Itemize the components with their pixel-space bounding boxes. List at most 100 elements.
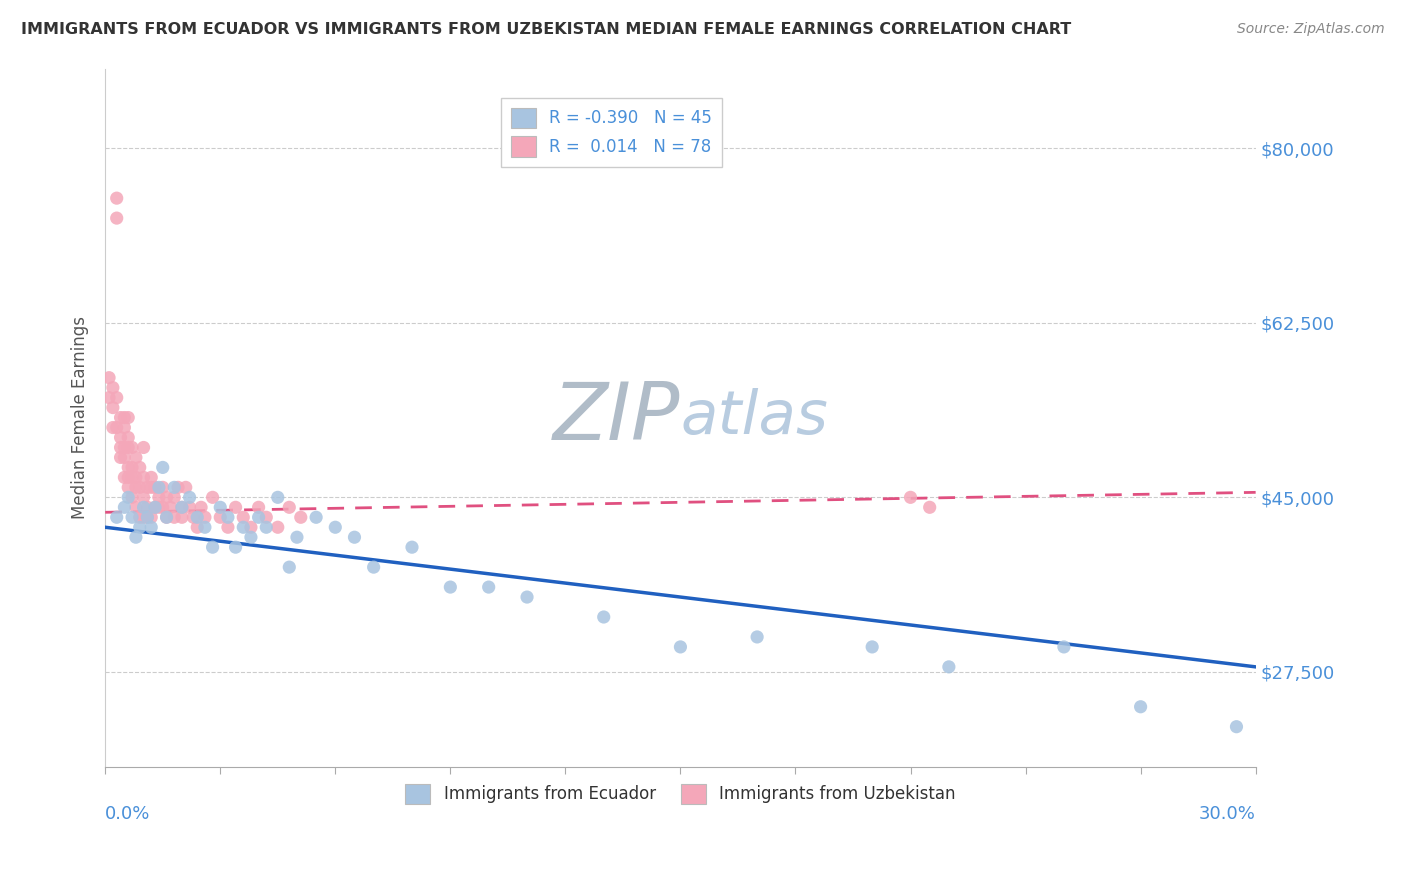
Point xyxy=(112,470,135,484)
Point xyxy=(179,491,201,505)
Point xyxy=(159,500,181,515)
Point xyxy=(478,580,501,594)
Point xyxy=(112,441,135,455)
Point xyxy=(110,450,132,465)
Point xyxy=(105,211,128,226)
Point xyxy=(170,500,193,515)
Point xyxy=(101,401,124,415)
Point xyxy=(117,430,139,444)
Point xyxy=(132,510,155,524)
Point xyxy=(110,441,132,455)
Point xyxy=(290,510,312,524)
Text: 30.0%: 30.0% xyxy=(1199,805,1256,823)
Point xyxy=(201,540,224,554)
Point xyxy=(170,500,193,515)
Point xyxy=(121,491,143,505)
Point xyxy=(194,520,217,534)
Point xyxy=(439,580,461,594)
Point xyxy=(132,491,155,505)
Point xyxy=(125,530,148,544)
Point xyxy=(267,520,290,534)
Point xyxy=(125,480,148,494)
Point xyxy=(209,500,232,515)
Point xyxy=(105,510,128,524)
Point xyxy=(232,510,254,524)
Point xyxy=(112,420,135,434)
Legend: Immigrants from Ecuador, Immigrants from Uzbekistan: Immigrants from Ecuador, Immigrants from… xyxy=(399,777,962,811)
Point xyxy=(247,500,270,515)
Point xyxy=(267,491,290,505)
Point xyxy=(239,520,262,534)
Point xyxy=(209,510,232,524)
Point xyxy=(254,510,277,524)
Point xyxy=(1225,720,1247,734)
Point xyxy=(141,470,163,484)
Point xyxy=(225,540,247,554)
Point xyxy=(128,480,150,494)
Point xyxy=(305,510,328,524)
Text: 0.0%: 0.0% xyxy=(105,805,150,823)
Point xyxy=(105,191,128,205)
Point xyxy=(125,500,148,515)
Point xyxy=(745,630,768,644)
Point xyxy=(918,500,941,515)
Text: Source: ZipAtlas.com: Source: ZipAtlas.com xyxy=(1237,22,1385,37)
Point xyxy=(98,391,121,405)
Point xyxy=(278,560,301,574)
Point xyxy=(900,491,922,505)
Point xyxy=(136,510,159,524)
Point xyxy=(121,510,143,524)
Point xyxy=(278,500,301,515)
Point xyxy=(163,491,186,505)
Point xyxy=(141,480,163,494)
Point xyxy=(110,410,132,425)
Point xyxy=(101,420,124,434)
Point xyxy=(285,530,308,544)
Point xyxy=(401,540,423,554)
Point xyxy=(128,510,150,524)
Point xyxy=(121,460,143,475)
Point xyxy=(121,470,143,484)
Point xyxy=(105,391,128,405)
Y-axis label: Median Female Earnings: Median Female Earnings xyxy=(72,316,89,519)
Point xyxy=(201,491,224,505)
Point xyxy=(254,520,277,534)
Point xyxy=(143,480,166,494)
Point xyxy=(1053,640,1076,654)
Point xyxy=(155,510,177,524)
Point xyxy=(117,491,139,505)
Point xyxy=(860,640,883,654)
Point xyxy=(247,510,270,524)
Point xyxy=(217,520,239,534)
Point xyxy=(98,370,121,384)
Point xyxy=(343,530,366,544)
Point xyxy=(152,460,174,475)
Point xyxy=(117,441,139,455)
Point xyxy=(143,500,166,515)
Point xyxy=(148,500,170,515)
Point xyxy=(105,420,128,434)
Text: IMMIGRANTS FROM ECUADOR VS IMMIGRANTS FROM UZBEKISTAN MEDIAN FEMALE EARNINGS COR: IMMIGRANTS FROM ECUADOR VS IMMIGRANTS FR… xyxy=(21,22,1071,37)
Point xyxy=(148,480,170,494)
Point xyxy=(132,441,155,455)
Point xyxy=(101,381,124,395)
Point xyxy=(592,610,614,624)
Point xyxy=(152,500,174,515)
Point xyxy=(141,510,163,524)
Point xyxy=(125,470,148,484)
Point xyxy=(155,491,177,505)
Point xyxy=(186,510,208,524)
Point xyxy=(117,410,139,425)
Point xyxy=(128,520,150,534)
Point xyxy=(155,510,177,524)
Point xyxy=(143,500,166,515)
Text: atlas: atlas xyxy=(681,388,828,447)
Point xyxy=(232,520,254,534)
Point xyxy=(112,450,135,465)
Point xyxy=(117,460,139,475)
Point xyxy=(938,660,960,674)
Point xyxy=(125,450,148,465)
Point xyxy=(225,500,247,515)
Point xyxy=(132,500,155,515)
Point xyxy=(112,410,135,425)
